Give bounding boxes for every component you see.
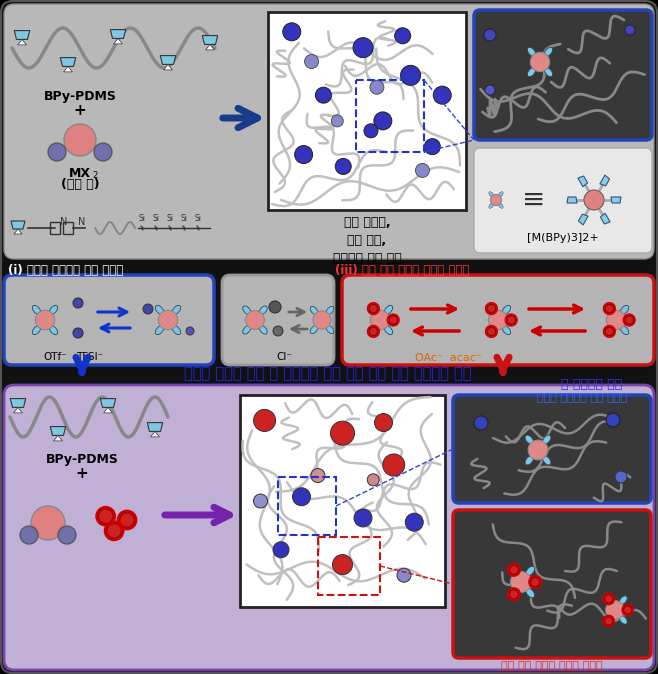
Circle shape: [401, 65, 420, 86]
Circle shape: [36, 310, 55, 330]
Circle shape: [605, 594, 613, 603]
Circle shape: [311, 468, 325, 483]
Circle shape: [273, 326, 283, 336]
Circle shape: [369, 304, 378, 313]
Ellipse shape: [384, 305, 393, 314]
Ellipse shape: [310, 307, 318, 315]
Circle shape: [397, 568, 411, 582]
Ellipse shape: [603, 305, 612, 314]
Text: Si: Si: [138, 214, 145, 223]
Ellipse shape: [155, 305, 164, 314]
Ellipse shape: [259, 326, 267, 334]
FancyBboxPatch shape: [453, 510, 651, 658]
Text: TFSI⁻: TFSI⁻: [76, 352, 103, 362]
Polygon shape: [14, 30, 30, 39]
Ellipse shape: [486, 326, 494, 334]
Text: 낮은 연신율,
낮은 강성,
비효율적 자가 치유: 낮은 연신율, 낮은 강성, 비효율적 자가 치유: [333, 216, 401, 265]
Ellipse shape: [155, 326, 164, 334]
Circle shape: [624, 606, 632, 614]
FancyBboxPatch shape: [4, 4, 654, 259]
Circle shape: [584, 190, 604, 210]
Circle shape: [293, 488, 311, 506]
Polygon shape: [600, 175, 609, 186]
Ellipse shape: [326, 307, 334, 315]
Text: (iii) 다중 배위 방식을 가지는 음이온: (iii) 다중 배위 방식을 가지는 음이온: [335, 264, 469, 277]
Circle shape: [605, 304, 614, 313]
Polygon shape: [11, 221, 25, 229]
Circle shape: [305, 55, 318, 69]
Polygon shape: [14, 229, 22, 234]
Ellipse shape: [502, 305, 511, 314]
Ellipse shape: [384, 326, 393, 334]
Text: 다중 배위 방식을 가지는 음이온: 다중 배위 방식을 가지는 음이온: [501, 661, 603, 671]
Bar: [356, 80, 424, 152]
Ellipse shape: [367, 305, 376, 314]
Polygon shape: [53, 435, 63, 441]
Circle shape: [395, 28, 411, 44]
FancyBboxPatch shape: [474, 10, 652, 140]
Circle shape: [625, 315, 634, 324]
Ellipse shape: [310, 326, 318, 334]
Ellipse shape: [619, 596, 627, 605]
Text: OTf⁻: OTf⁻: [43, 352, 67, 362]
Polygon shape: [111, 30, 126, 38]
Text: ≡: ≡: [522, 186, 545, 214]
Ellipse shape: [507, 588, 517, 598]
Circle shape: [488, 310, 508, 330]
Ellipse shape: [243, 306, 251, 315]
Circle shape: [370, 80, 384, 94]
Text: (금속 염): (금속 염): [61, 178, 99, 191]
Ellipse shape: [526, 566, 534, 576]
Circle shape: [20, 526, 38, 544]
Circle shape: [509, 565, 519, 574]
Text: 2: 2: [92, 171, 97, 180]
Polygon shape: [164, 65, 172, 70]
Circle shape: [511, 572, 532, 592]
Text: N: N: [60, 217, 67, 227]
Circle shape: [245, 311, 265, 330]
Bar: [240, 395, 445, 607]
Ellipse shape: [243, 326, 251, 334]
Circle shape: [31, 506, 65, 540]
Circle shape: [332, 555, 353, 575]
FancyBboxPatch shape: [222, 275, 334, 365]
Ellipse shape: [544, 47, 553, 57]
Circle shape: [389, 315, 397, 324]
Ellipse shape: [502, 326, 511, 334]
Polygon shape: [151, 431, 159, 437]
Ellipse shape: [367, 326, 376, 334]
Circle shape: [315, 87, 332, 103]
Circle shape: [606, 413, 620, 427]
Ellipse shape: [172, 305, 180, 314]
Text: 음이온 혼합을 통한 잘 찢어지지 않는 자가 치유 탄성 고분자의 개발: 음이온 혼합을 통한 잘 찢어지지 않는 자가 치유 탄성 고분자의 개발: [184, 367, 472, 381]
Text: MX: MX: [69, 167, 91, 180]
Text: +: +: [74, 103, 86, 118]
Circle shape: [253, 409, 276, 431]
Circle shape: [120, 512, 134, 528]
Circle shape: [605, 327, 614, 336]
Circle shape: [364, 124, 378, 137]
Ellipse shape: [326, 326, 334, 334]
Circle shape: [507, 315, 516, 324]
Ellipse shape: [489, 203, 494, 208]
Circle shape: [335, 158, 351, 175]
Polygon shape: [202, 36, 218, 44]
FancyBboxPatch shape: [4, 275, 214, 365]
Text: Si: Si: [166, 214, 174, 223]
Text: OAc⁻  acac⁻: OAc⁻ acac⁻: [415, 353, 482, 363]
FancyBboxPatch shape: [453, 395, 651, 503]
Ellipse shape: [619, 615, 627, 624]
Circle shape: [487, 304, 495, 313]
Circle shape: [369, 327, 378, 336]
Text: Cl⁻: Cl⁻: [276, 352, 292, 362]
Text: BPy-PDMS: BPy-PDMS: [43, 90, 116, 103]
Ellipse shape: [32, 326, 41, 334]
Polygon shape: [147, 423, 163, 431]
Circle shape: [186, 327, 194, 335]
Circle shape: [98, 509, 113, 524]
Circle shape: [48, 143, 66, 161]
Circle shape: [484, 29, 496, 41]
Polygon shape: [600, 213, 610, 224]
Circle shape: [374, 112, 392, 130]
